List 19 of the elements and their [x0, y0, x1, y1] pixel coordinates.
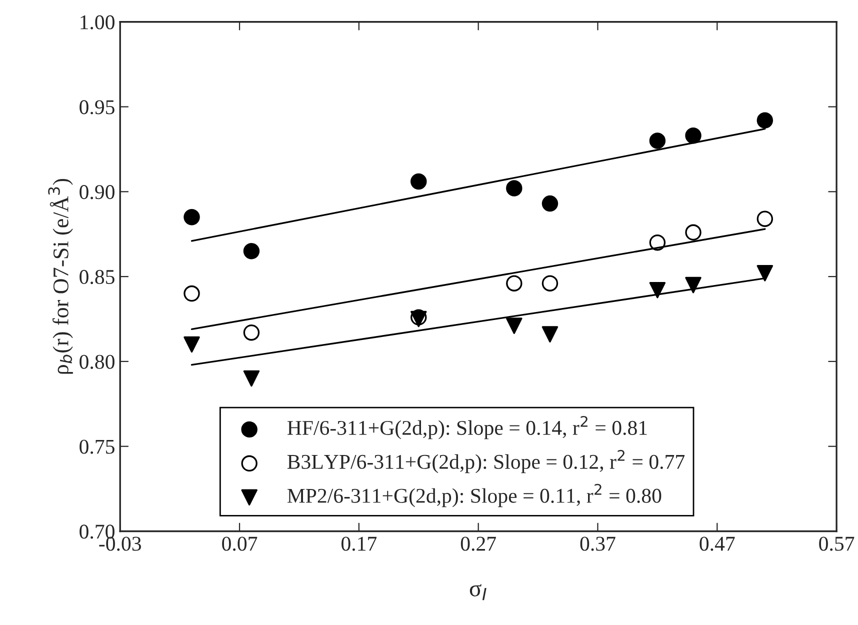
x-tick-label: 0.37	[580, 536, 616, 551]
y-tick-label: 0.95	[80, 100, 114, 114]
y-axis-title: ρ$_{b}$(r) for O7-Si (e/Å$^{3}$)	[48, 178, 73, 374]
x-axis-title: σ$_{I}$	[470, 584, 486, 600]
x-tick-label: 0.57	[819, 536, 854, 551]
legend-label: HF/6-311+G(2d,p): Slope = 0.14, r$^{2}$ = 0.81	[287, 416, 647, 440]
y-tick-label: 0.90	[80, 185, 114, 200]
y-tick-label: 0.70	[80, 524, 114, 539]
y-tick-label: 1.00	[80, 15, 114, 30]
legend-label: MP2/6-311+G(2d,p): Slope = 0.11, r$^{2}$ = 0.80	[287, 484, 662, 508]
legend-label: B3LYP/6-311+G(2d,p): Slope = 0.12, r$^{2}$ = 0.77	[287, 450, 685, 474]
x-tick-label: 0.27	[460, 536, 496, 551]
x-tick-label: -0.03	[99, 536, 142, 551]
x-tick-label: 0.07	[222, 536, 258, 551]
y-tick-label: 0.75	[80, 440, 114, 454]
x-tick-label: 0.47	[700, 536, 735, 551]
y-tick-label: 0.80	[80, 354, 114, 369]
x-tick-label: 0.17	[341, 536, 377, 551]
y-tick-label: 0.85	[80, 270, 114, 284]
